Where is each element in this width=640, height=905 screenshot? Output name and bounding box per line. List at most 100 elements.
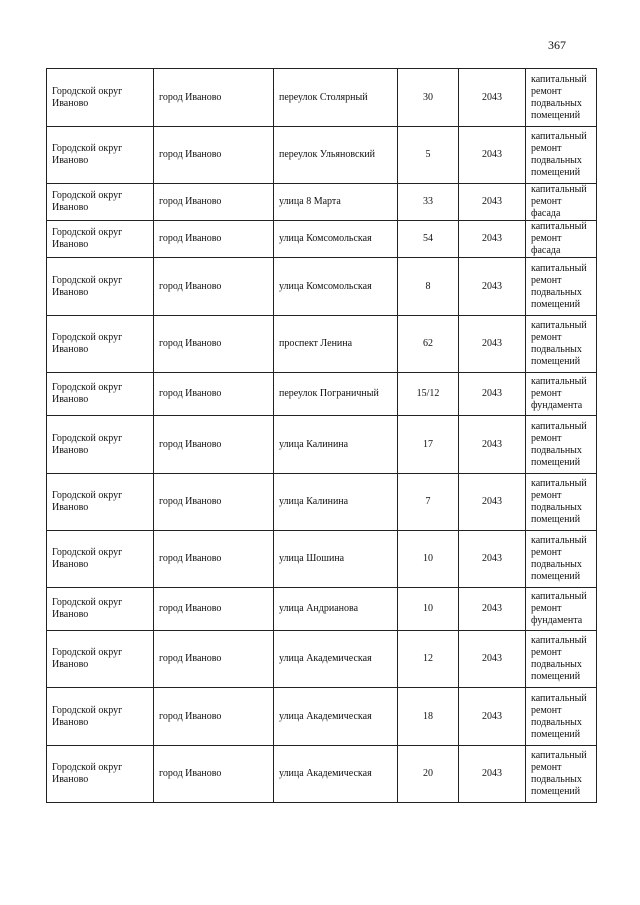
table-cell: 7 — [397, 473, 459, 531]
table-row: Городской округ Иваново город Иваново улиц… — [46, 220, 597, 258]
table-cell: 2043 — [458, 745, 526, 803]
table-row: Городской округ Иваново город Иваново улиц… — [46, 687, 597, 746]
table-cell: Городской округ Иваново — [46, 745, 154, 803]
table: Городской округ Иваново город Иваново пере… — [46, 68, 597, 803]
table-row: Городской округ Иваново город Иваново пере… — [46, 68, 597, 127]
table-row: Городской округ Иваново город Иваново улиц… — [46, 415, 597, 474]
table-cell: 2043 — [458, 372, 526, 416]
table-cell: 18 — [397, 687, 459, 746]
table-cell: 2043 — [458, 315, 526, 373]
table-cell: Городской округ Иваново — [46, 220, 154, 258]
table-row: Городской округ Иваново город Иваново прос… — [46, 315, 597, 373]
table-cell: капитальный ремонт фундамента — [525, 372, 597, 416]
table-cell: капитальный ремонт подвальных помещений — [525, 630, 597, 688]
page-number: 367 — [548, 38, 566, 52]
table-cell: капитальный ремонт подвальных помещений — [525, 415, 597, 474]
table-cell: город Иваново — [153, 68, 274, 127]
table-cell: город Иваново — [153, 183, 274, 221]
table-cell: капитальный ремонт подвальных помещений — [525, 687, 597, 746]
table-row: Городской округ Иваново город Иваново улиц… — [46, 530, 597, 588]
table-cell: проспект Ленина — [273, 315, 398, 373]
table-cell: Городской округ Иваново — [46, 315, 154, 373]
table-cell: Городской округ Иваново — [46, 257, 154, 316]
table-cell: город Иваново — [153, 630, 274, 688]
table-cell: капитальный ремонт подвальных помещений — [525, 745, 597, 803]
table-cell: капитальный ремонт подвальных помещений — [525, 257, 597, 316]
table-cell: 12 — [397, 630, 459, 688]
table-row: Городской округ Иваново город Иваново улиц… — [46, 630, 597, 688]
table-cell: улица Академическая — [273, 745, 398, 803]
table-cell: капитальный ремонт подвальных помещений — [525, 68, 597, 127]
table-row: Городской округ Иваново город Иваново улиц… — [46, 473, 597, 531]
table-cell: Городской округ Иваново — [46, 68, 154, 127]
table-cell: Городской округ Иваново — [46, 415, 154, 474]
table-cell: 2043 — [458, 415, 526, 474]
table-cell: капитальный ремонт подвальных помещений — [525, 315, 597, 373]
table-cell: Городской округ Иваново — [46, 687, 154, 746]
table-row: Городской округ Иваново город Иваново улиц… — [46, 183, 597, 221]
table-cell: 10 — [397, 587, 459, 631]
table-cell: город Иваново — [153, 745, 274, 803]
table-cell: Городской округ Иваново — [46, 372, 154, 416]
table-cell: город Иваново — [153, 220, 274, 258]
table-cell: 30 — [397, 68, 459, 127]
table-cell: улица Комсомольская — [273, 257, 398, 316]
table-cell: 2043 — [458, 473, 526, 531]
table-cell: 15/12 — [397, 372, 459, 416]
table-cell: Городской округ Иваново — [46, 473, 154, 531]
table-cell: 33 — [397, 183, 459, 221]
table-cell: город Иваново — [153, 315, 274, 373]
table-cell: город Иваново — [153, 257, 274, 316]
table-cell: переулок Ульяновский — [273, 126, 398, 184]
table-cell: Городской округ Иваново — [46, 183, 154, 221]
table-cell: 10 — [397, 530, 459, 588]
table-cell: 2043 — [458, 257, 526, 316]
table-cell: улица Комсомольская — [273, 220, 398, 258]
table-cell: Городской округ Иваново — [46, 126, 154, 184]
table-cell: 8 — [397, 257, 459, 316]
table-cell: улица Академическая — [273, 630, 398, 688]
table-cell: капитальный ремонт фундамента — [525, 587, 597, 631]
table-cell: город Иваново — [153, 687, 274, 746]
table-cell: город Иваново — [153, 415, 274, 474]
table-cell: 2043 — [458, 220, 526, 258]
table-cell: капитальный ремонт подвальных помещений — [525, 126, 597, 184]
table-cell: 2043 — [458, 183, 526, 221]
table-cell: 62 — [397, 315, 459, 373]
table-cell: 2043 — [458, 126, 526, 184]
table-cell: 2043 — [458, 587, 526, 631]
table-cell: улица Шошина — [273, 530, 398, 588]
table-cell: улица Академическая — [273, 687, 398, 746]
table-cell: 20 — [397, 745, 459, 803]
table-cell: переулок Столярный — [273, 68, 398, 127]
table-cell: улица Калинина — [273, 415, 398, 474]
table-cell: 2043 — [458, 68, 526, 127]
table-cell: город Иваново — [153, 587, 274, 631]
table-cell: улица Калинина — [273, 473, 398, 531]
table-cell: капитальный ремонт подвальных помещений — [525, 473, 597, 531]
table-cell: 2043 — [458, 630, 526, 688]
table-cell: город Иваново — [153, 372, 274, 416]
table-cell: 5 — [397, 126, 459, 184]
table-cell: Городской округ Иваново — [46, 630, 154, 688]
table-cell: переулок Пограничный — [273, 372, 398, 416]
table-cell: город Иваново — [153, 530, 274, 588]
table-cell: улица 8 Марта — [273, 183, 398, 221]
table-row: Городской округ Иваново город Иваново улиц… — [46, 587, 597, 631]
table-row: Городской округ Иваново город Иваново пере… — [46, 372, 597, 416]
table-row: Городской округ Иваново город Иваново пере… — [46, 126, 597, 184]
table-cell: 54 — [397, 220, 459, 258]
table-cell: город Иваново — [153, 126, 274, 184]
table-row: Городской округ Иваново город Иваново улиц… — [46, 745, 597, 803]
table-cell: капитальный ремонт фасада — [525, 220, 597, 258]
table-cell: 2043 — [458, 687, 526, 746]
table-row: Городской округ Иваново город Иваново улиц… — [46, 257, 597, 316]
table-cell: капитальный ремонт подвальных помещений — [525, 530, 597, 588]
table-cell: Городской округ Иваново — [46, 587, 154, 631]
table-cell: 17 — [397, 415, 459, 474]
table-cell: 2043 — [458, 530, 526, 588]
table-cell: Городской округ Иваново — [46, 530, 154, 588]
table-cell: улица Андрианова — [273, 587, 398, 631]
table-cell: капитальный ремонт фасада — [525, 183, 597, 221]
